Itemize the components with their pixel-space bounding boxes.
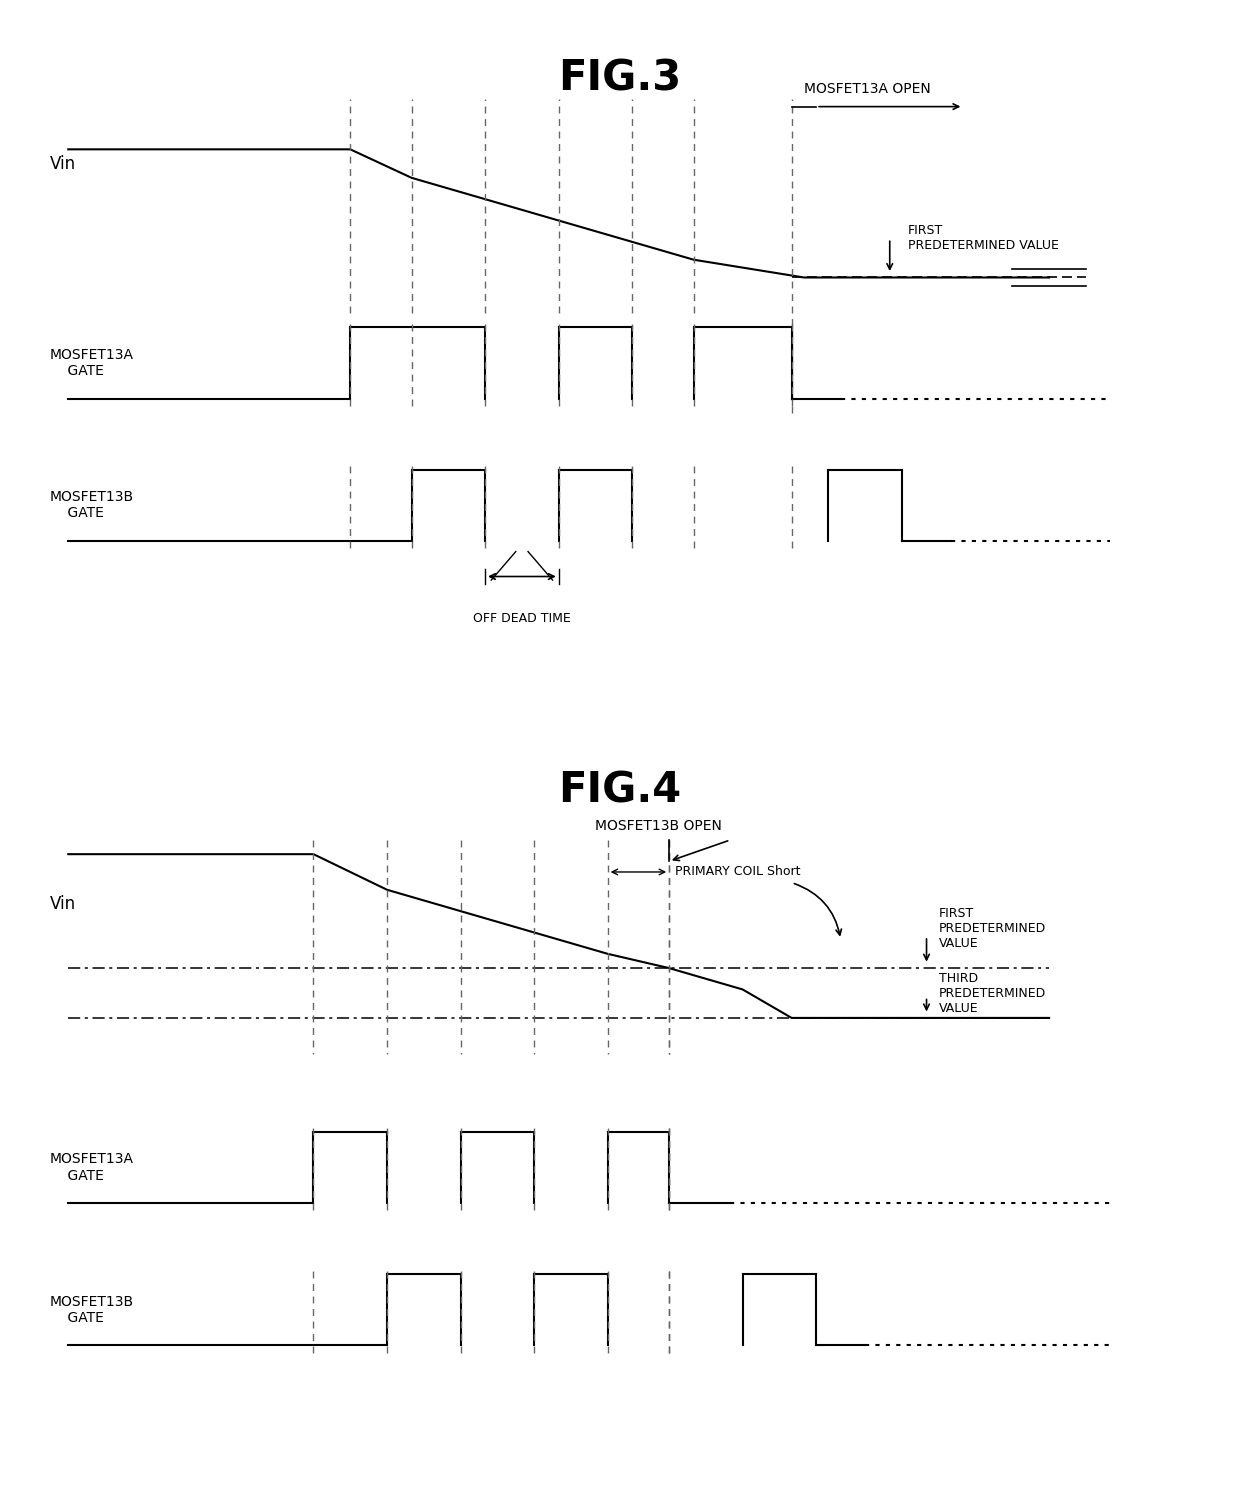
Text: FIG.4: FIG.4 <box>558 770 682 812</box>
Text: MOSFET13A OPEN: MOSFET13A OPEN <box>804 81 931 97</box>
Text: MOSFET13B
    GATE: MOSFET13B GATE <box>50 1295 134 1325</box>
Text: MOSFET13B
    GATE: MOSFET13B GATE <box>50 490 134 521</box>
Text: MOSFET13B OPEN: MOSFET13B OPEN <box>595 819 723 833</box>
Text: FIRST
PREDETERMINED
VALUE: FIRST PREDETERMINED VALUE <box>939 907 1047 951</box>
Text: THIRD
PREDETERMINED
VALUE: THIRD PREDETERMINED VALUE <box>939 972 1047 1014</box>
Text: Vin: Vin <box>50 895 76 913</box>
Text: PRIMARY COIL Short: PRIMARY COIL Short <box>675 866 801 878</box>
Text: OFF DEAD TIME: OFF DEAD TIME <box>472 613 570 625</box>
Text: FIRST
PREDETERMINED VALUE: FIRST PREDETERMINED VALUE <box>908 225 1059 252</box>
Text: MOSFET13A
    GATE: MOSFET13A GATE <box>50 1153 134 1183</box>
Text: Vin: Vin <box>50 154 76 172</box>
Text: FIG.3: FIG.3 <box>558 57 682 100</box>
Text: MOSFET13A
    GATE: MOSFET13A GATE <box>50 347 134 379</box>
